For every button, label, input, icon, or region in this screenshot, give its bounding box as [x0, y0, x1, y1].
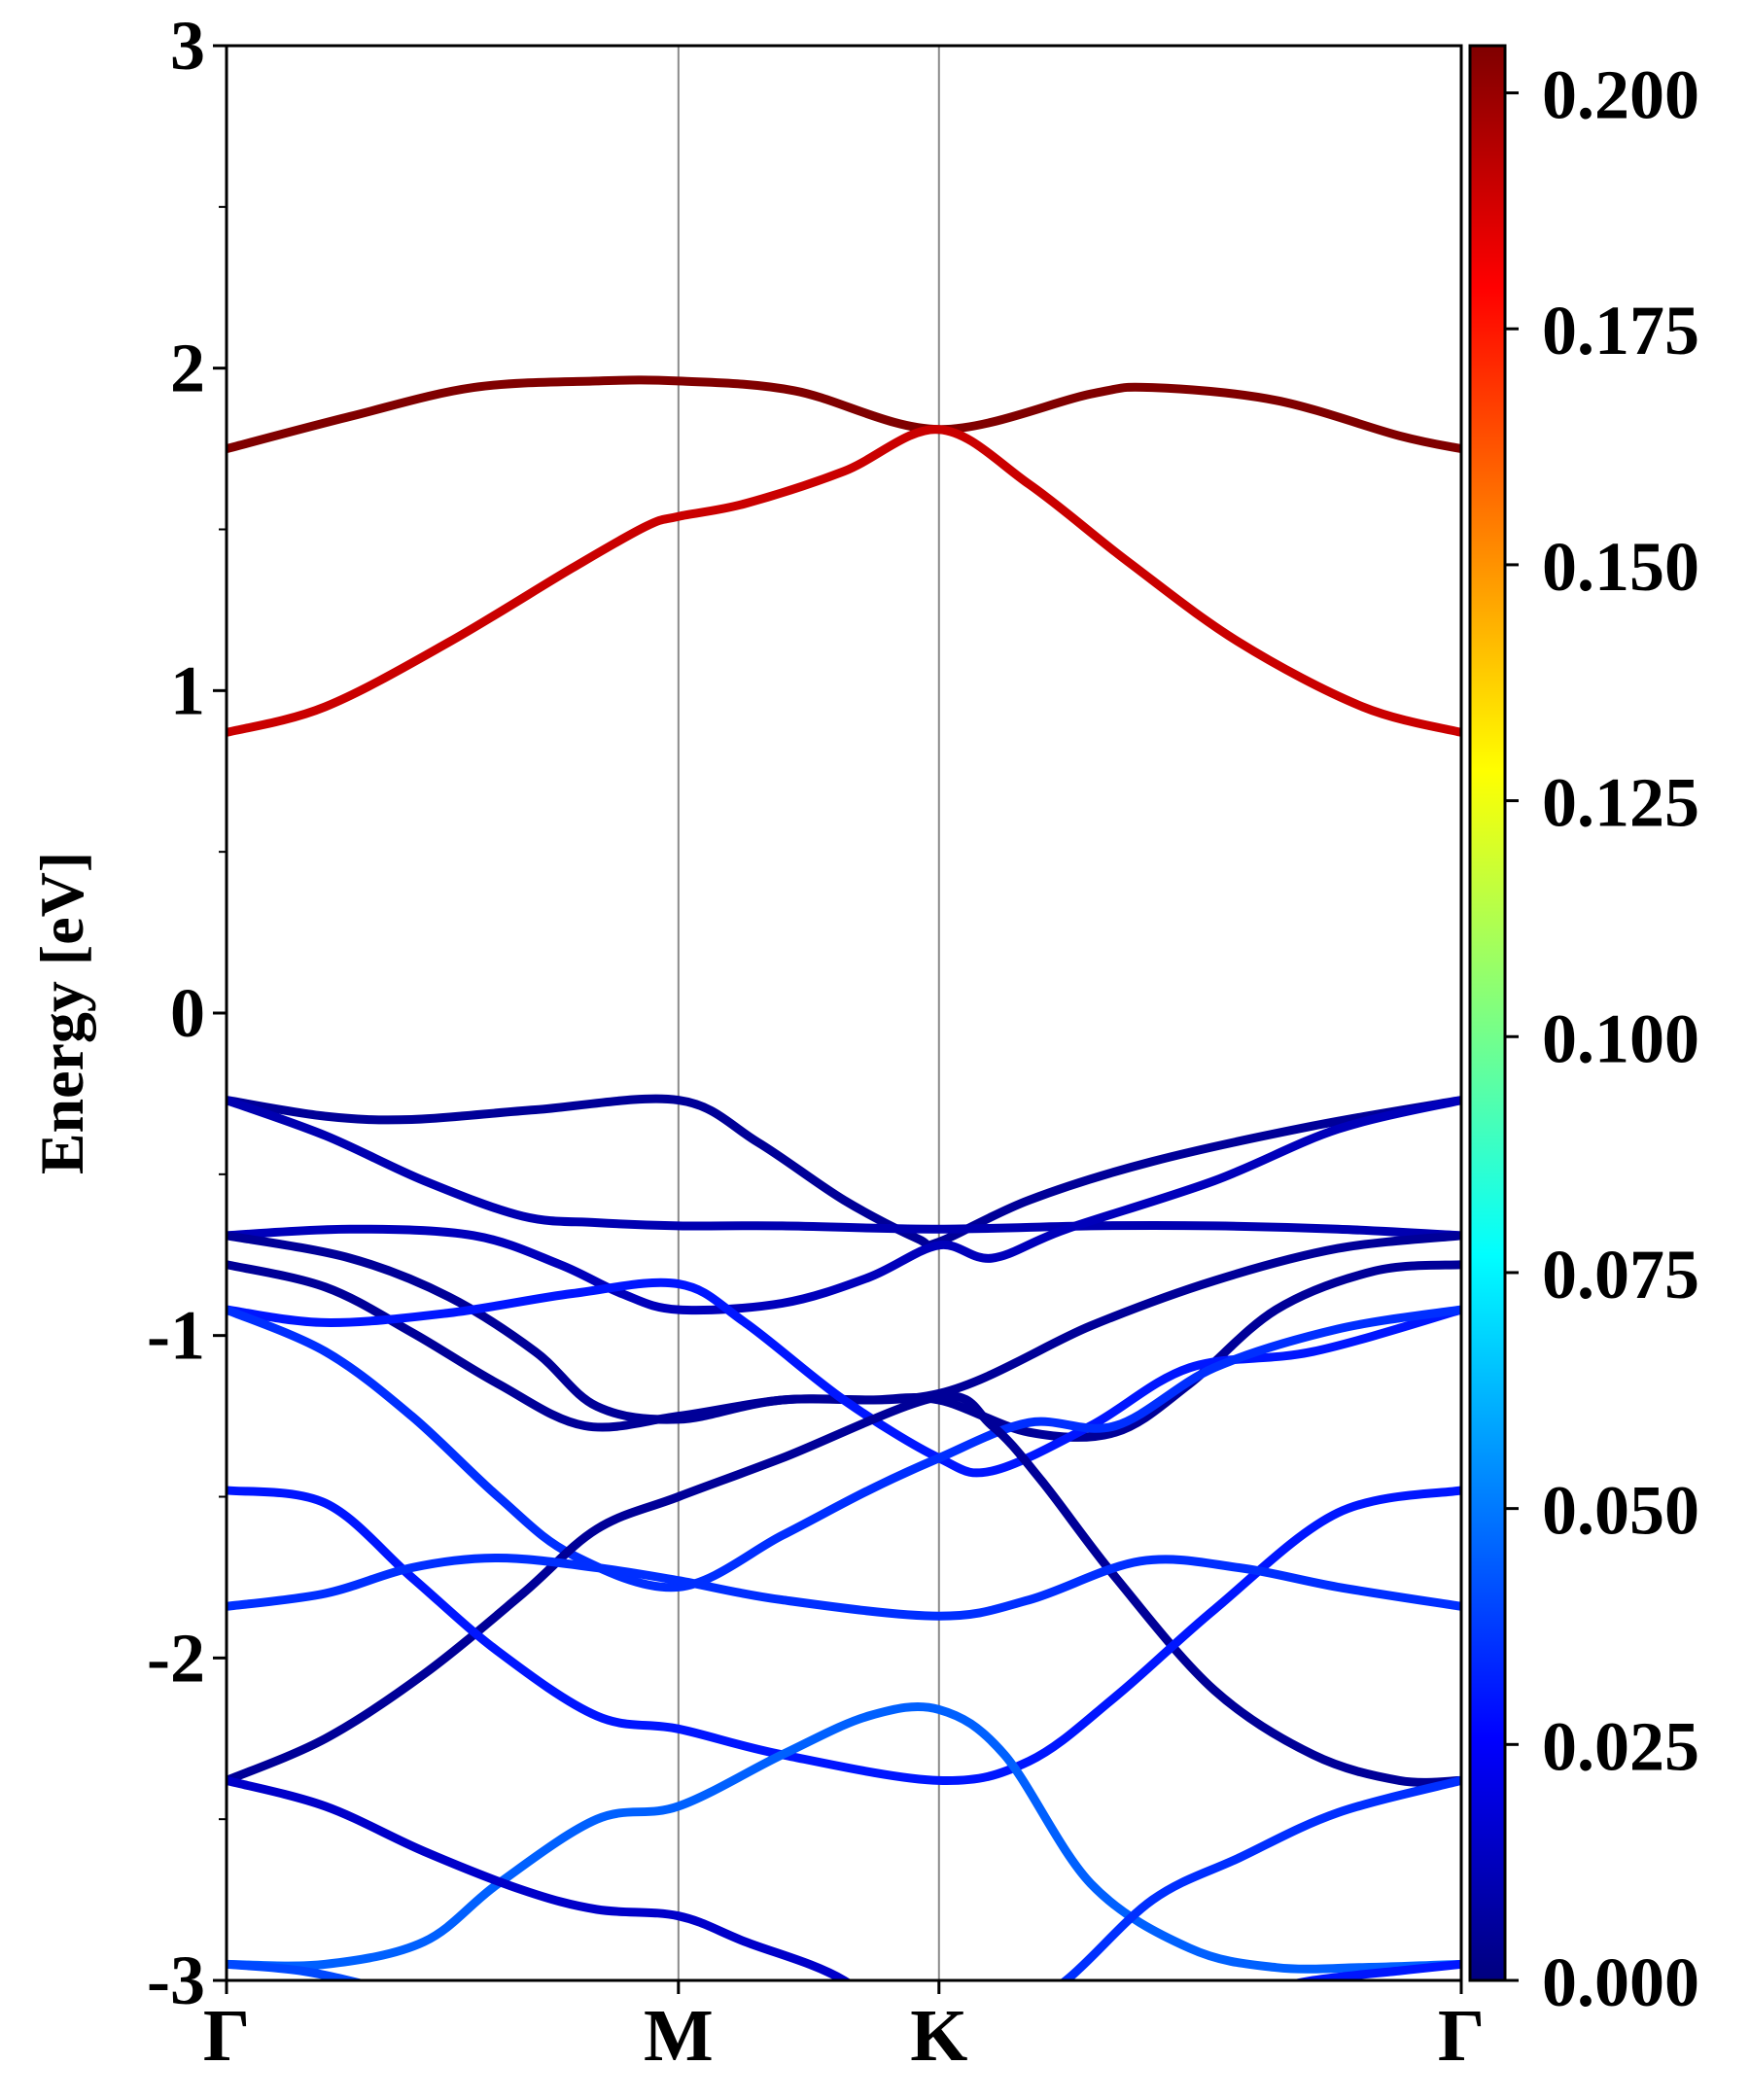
plot-background — [227, 46, 1461, 1980]
colorbar-tick-label-7: 0.175 — [1542, 292, 1699, 369]
colorbar-tick-label-0: 0.000 — [1542, 1943, 1699, 2021]
y-axis: 3 2 1 0 -1 -2 -3 — [147, 7, 227, 2019]
colorbar-tick-label-3: 0.075 — [1542, 1236, 1699, 1313]
band-line-8 — [227, 1305, 1461, 1592]
y-tick-label-5: -2 — [147, 1619, 205, 1697]
band-line-0 — [227, 375, 1461, 454]
colorbar-tick-label-2: 0.050 — [1542, 1472, 1699, 1550]
colorbar-tick-label-8: 0.200 — [1542, 56, 1699, 134]
colorbar: 0.000 0.025 0.050 0.075 0.100 0.125 0.150 0.175… — [1468, 44, 1699, 2021]
band-line-16 — [1289, 1959, 1461, 1980]
y-tick-label-3: 0 — [170, 974, 205, 1052]
band-line-10 — [227, 1486, 1461, 1785]
x-tick-label-1: M — [644, 1995, 714, 2077]
y-tick-label-0: 3 — [170, 7, 205, 85]
colorbar-gradient — [1468, 44, 1507, 1982]
y-axis-label: Energy [eV] — [27, 852, 96, 1174]
band-line-12 — [227, 1701, 1461, 1974]
bands — [227, 375, 1461, 1980]
colorbar-tick-label-1: 0.025 — [1542, 1707, 1699, 1785]
high-symmetry-lines — [677, 46, 940, 1980]
band-line-11 — [227, 1554, 1461, 1621]
band-line-15 — [1059, 1775, 1461, 1980]
band-line-4 — [227, 1096, 1461, 1315]
band-line-2 — [227, 1094, 1461, 1250]
colorbar-tick-label-6: 0.150 — [1542, 528, 1699, 606]
x-tick-label-2: K — [910, 1995, 967, 2077]
colorbar-tick-label-5: 0.125 — [1542, 764, 1699, 842]
band-line-1 — [227, 425, 1461, 737]
band-line-6 — [227, 1260, 1461, 1442]
x-tick-label-0: Γ — [203, 1995, 250, 2077]
colorbar-tick-label-4: 0.100 — [1542, 999, 1699, 1077]
y-tick-label-4: -1 — [147, 1297, 205, 1375]
band-line-7 — [227, 1278, 1461, 1478]
plot-area — [225, 44, 1463, 1982]
colorbar-ticks: 0.000 0.025 0.050 0.075 0.100 0.125 0.150 0.175… — [1505, 56, 1699, 2021]
y-tick-label-6: -3 — [147, 1942, 205, 2019]
x-tick-label-3: Γ — [1438, 1995, 1485, 2077]
band-line-9 — [227, 1391, 1461, 1787]
y-tick-label-2: 1 — [170, 651, 205, 729]
y-tick-label-1: 2 — [170, 330, 205, 407]
band-line-3 — [227, 1096, 1461, 1241]
band-line-13 — [227, 1775, 853, 1980]
